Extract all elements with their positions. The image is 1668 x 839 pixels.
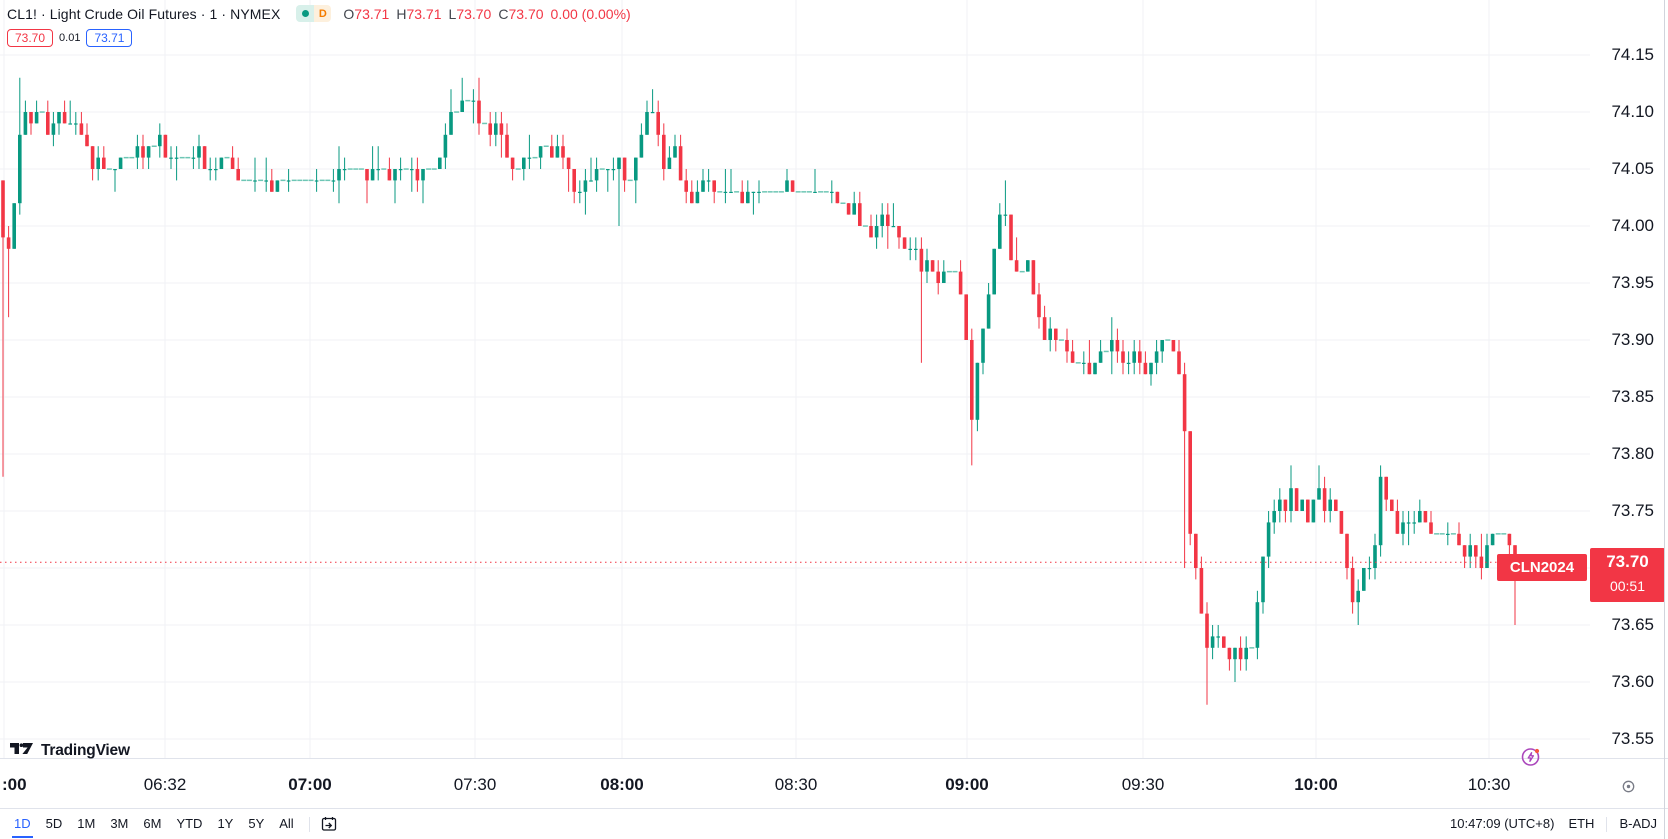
range-button-all[interactable]: All: [279, 816, 294, 831]
symbol-title[interactable]: CL1! · Light Crude Oil Futures · 1 · NYM…: [7, 5, 281, 22]
tradingview-logo-icon: [10, 741, 34, 761]
window-edge-divider: [1664, 0, 1665, 839]
price-axis-label: 74.00: [1611, 216, 1654, 235]
go-to-date-icon[interactable]: [320, 815, 338, 833]
toolbar-divider: [308, 816, 310, 832]
ohlc-readout: O73.71 H73.71 L73.70 C73.70 0.00 (0.00%): [343, 6, 630, 22]
price-axis-label: 73.55: [1611, 729, 1654, 748]
range-button-1y[interactable]: 1Y: [217, 816, 234, 831]
time-axis-label: 10:00: [1294, 775, 1338, 794]
time-axis-label: 09:00: [945, 775, 989, 794]
adjustment-toggle[interactable]: B-ADJ: [1619, 816, 1657, 831]
last-price-value: 73.70: [1606, 552, 1649, 571]
time-axis-label: :00: [2, 775, 27, 794]
price-axis-label: 73.80: [1611, 444, 1654, 463]
toolbar-right-group: 10:47:09 (UTC+8) ETH B-ADJ: [1436, 816, 1668, 832]
last-price-countdown-label: 73.70 00:51: [1590, 548, 1665, 602]
time-axis-label: 07:00: [288, 775, 332, 794]
price-axis-label: 73.85: [1611, 387, 1654, 406]
range-button-ytd[interactable]: YTD: [176, 816, 203, 831]
high-value: 73.71: [406, 5, 442, 22]
low-label: L: [448, 5, 457, 22]
range-button-3m[interactable]: 3M: [110, 816, 129, 831]
chart-legend: CL1! · Light Crude Oil Futures · 1 · NYM…: [7, 4, 631, 47]
candlestick-chart[interactable]: [0, 0, 1590, 758]
close-label: C: [498, 5, 509, 22]
market-status-badge[interactable]: D: [296, 5, 332, 22]
change-value: 0.00 (0.00%): [550, 5, 631, 22]
time-axis-label: 10:30: [1467, 775, 1511, 794]
contract-price-line-label: CLN2024: [1497, 554, 1587, 581]
time-axis[interactable]: :00 06:32 07:00 07:30 08:00 08:30 09:00 09:30 10…: [0, 758, 1668, 809]
price-axis-label: 74.05: [1611, 159, 1654, 178]
range-button-6m[interactable]: 6M: [143, 816, 162, 831]
range-button-5d[interactable]: 5D: [45, 816, 63, 831]
open-label: O: [343, 5, 355, 22]
axis-settings-icon[interactable]: [1621, 779, 1636, 794]
price-axis-label: 73.95: [1611, 273, 1654, 292]
time-axis-label: 09:30: [1121, 775, 1165, 794]
chart-plot-area: CLN2024 TradingView: [0, 0, 1590, 766]
time-axis-label: 07:30: [453, 775, 497, 794]
price-axis[interactable]: 73.70 00:51 74.15 74.10 74.05 74.00 73.95 73.…: [1590, 0, 1668, 758]
price-axis-label: 73.90: [1611, 330, 1654, 349]
tradingview-logo[interactable]: TradingView: [10, 741, 130, 761]
delayed-data-badge: D: [314, 5, 332, 22]
sell-price-button[interactable]: 73.70: [7, 28, 54, 47]
close-value: 73.70: [508, 5, 544, 22]
range-button-1m[interactable]: 1M: [77, 816, 96, 831]
range-button-5y[interactable]: 5Y: [248, 816, 265, 831]
price-axis-label: 73.65: [1611, 615, 1654, 634]
high-label: H: [396, 5, 407, 22]
open-value: 73.71: [354, 5, 390, 22]
clock-display[interactable]: 10:47:09 (UTC+8): [1450, 816, 1555, 831]
range-button-1d[interactable]: 1D: [12, 814, 33, 838]
bar-countdown: 00:51: [1609, 578, 1646, 594]
low-value: 73.70: [456, 5, 492, 22]
spread-value: 0.01: [59, 31, 81, 44]
tradingview-logo-text: TradingView: [41, 742, 130, 759]
bottom-toolbar: 1D 5D 1M 3M 6M YTD 1Y 5Y All 10:47:09 (UTC+8) ET…: [0, 808, 1668, 839]
buy-price-button[interactable]: 73.71: [86, 28, 133, 47]
date-range-switcher: 1D 5D 1M 3M 6M YTD 1Y 5Y All: [0, 814, 338, 838]
instant-data-flash-icon[interactable]: [1520, 746, 1542, 768]
price-axis-label: 73.60: [1611, 672, 1654, 691]
time-axis-label: 08:00: [600, 775, 644, 794]
time-axis-label: 08:30: [774, 775, 818, 794]
price-axis-label: 73.75: [1611, 501, 1654, 520]
toolbar-divider: [1606, 816, 1608, 832]
time-axis-label: 06:32: [143, 775, 187, 794]
price-axis-label: 74.15: [1611, 45, 1654, 64]
session-toggle[interactable]: ETH: [1568, 816, 1595, 831]
market-open-dot-icon: [296, 5, 315, 22]
price-axis-label: 74.10: [1611, 102, 1654, 121]
